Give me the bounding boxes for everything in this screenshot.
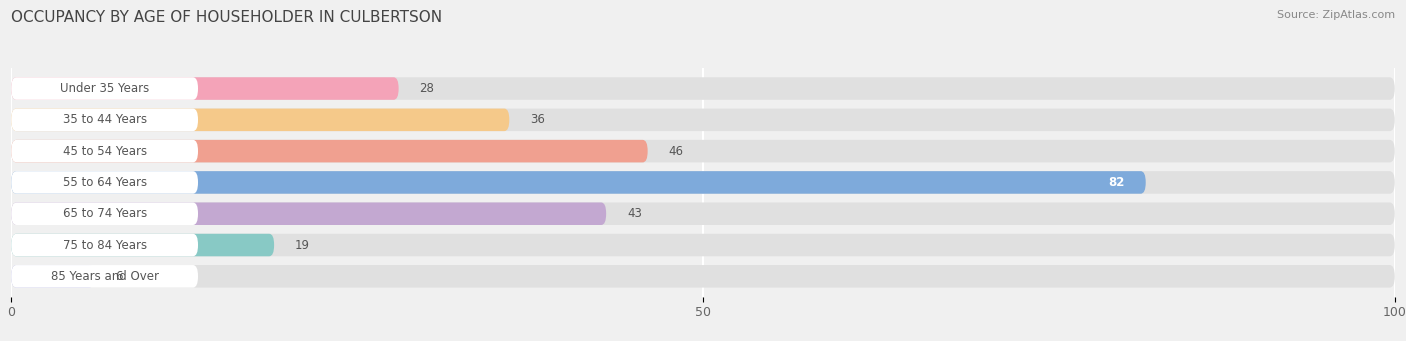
FancyBboxPatch shape <box>11 234 198 256</box>
FancyBboxPatch shape <box>11 77 399 100</box>
FancyBboxPatch shape <box>11 171 1395 194</box>
FancyBboxPatch shape <box>11 140 648 162</box>
FancyBboxPatch shape <box>11 203 1395 225</box>
FancyBboxPatch shape <box>11 265 1395 287</box>
Text: 36: 36 <box>530 113 546 126</box>
Text: 35 to 44 Years: 35 to 44 Years <box>63 113 146 126</box>
Text: Under 35 Years: Under 35 Years <box>60 82 149 95</box>
FancyBboxPatch shape <box>11 265 94 287</box>
Text: 75 to 84 Years: 75 to 84 Years <box>63 239 146 252</box>
FancyBboxPatch shape <box>11 171 198 194</box>
FancyBboxPatch shape <box>11 140 1395 162</box>
Text: 46: 46 <box>668 145 683 158</box>
FancyBboxPatch shape <box>11 265 198 287</box>
Text: 85 Years and Over: 85 Years and Over <box>51 270 159 283</box>
FancyBboxPatch shape <box>11 203 606 225</box>
Text: 45 to 54 Years: 45 to 54 Years <box>63 145 146 158</box>
Text: 82: 82 <box>1108 176 1125 189</box>
FancyBboxPatch shape <box>11 108 1395 131</box>
FancyBboxPatch shape <box>11 108 198 131</box>
Text: 6: 6 <box>115 270 122 283</box>
FancyBboxPatch shape <box>11 108 509 131</box>
Text: OCCUPANCY BY AGE OF HOUSEHOLDER IN CULBERTSON: OCCUPANCY BY AGE OF HOUSEHOLDER IN CULBE… <box>11 10 443 25</box>
FancyBboxPatch shape <box>11 140 198 162</box>
Text: 28: 28 <box>419 82 434 95</box>
Text: 19: 19 <box>295 239 309 252</box>
FancyBboxPatch shape <box>11 77 1395 100</box>
Text: Source: ZipAtlas.com: Source: ZipAtlas.com <box>1277 10 1395 20</box>
FancyBboxPatch shape <box>11 171 1146 194</box>
Text: 55 to 64 Years: 55 to 64 Years <box>63 176 146 189</box>
FancyBboxPatch shape <box>11 234 274 256</box>
Text: 43: 43 <box>627 207 641 220</box>
FancyBboxPatch shape <box>11 234 1395 256</box>
Text: 65 to 74 Years: 65 to 74 Years <box>62 207 146 220</box>
FancyBboxPatch shape <box>11 203 198 225</box>
FancyBboxPatch shape <box>11 77 198 100</box>
